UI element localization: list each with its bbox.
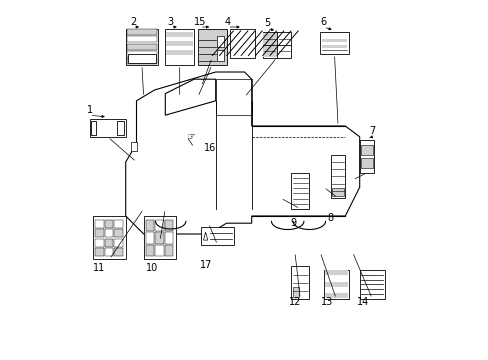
Bar <box>91 121 96 135</box>
Bar <box>104 229 113 238</box>
Text: 9: 9 <box>289 218 296 228</box>
Text: 8: 8 <box>327 213 333 223</box>
Bar <box>126 44 157 50</box>
Bar <box>291 173 309 209</box>
Text: 4: 4 <box>224 17 230 27</box>
Bar <box>155 245 163 256</box>
Bar <box>263 45 276 57</box>
Bar <box>164 220 173 231</box>
Bar <box>164 245 173 256</box>
Bar <box>145 220 154 231</box>
Bar <box>291 266 309 299</box>
Bar <box>324 288 347 293</box>
Text: 12: 12 <box>288 297 301 307</box>
Bar <box>292 287 299 297</box>
Text: 3: 3 <box>167 17 173 27</box>
Bar <box>263 33 276 45</box>
Bar <box>217 36 224 47</box>
Text: 16: 16 <box>204 143 216 153</box>
Bar <box>321 39 346 42</box>
Bar <box>114 220 122 228</box>
Bar <box>95 229 103 238</box>
Text: 14: 14 <box>356 297 368 307</box>
Bar <box>104 239 113 247</box>
Text: 10: 10 <box>145 263 158 273</box>
Bar <box>164 232 173 244</box>
Bar <box>126 51 157 57</box>
Bar <box>277 45 290 57</box>
Bar <box>114 239 122 247</box>
Bar <box>145 245 154 256</box>
Text: 15: 15 <box>193 17 205 27</box>
Bar <box>197 29 226 65</box>
Bar <box>262 32 291 58</box>
Text: 1: 1 <box>86 105 93 115</box>
Bar <box>166 50 193 55</box>
Bar <box>126 29 157 35</box>
Bar <box>330 155 345 198</box>
Bar <box>332 188 343 196</box>
Bar <box>359 140 373 173</box>
Bar <box>117 121 123 135</box>
Text: 7: 7 <box>368 126 375 136</box>
Bar <box>131 142 136 151</box>
FancyBboxPatch shape <box>89 119 125 137</box>
Text: 5: 5 <box>263 18 269 28</box>
Bar <box>324 293 347 298</box>
Bar <box>277 33 290 45</box>
Bar <box>104 220 113 228</box>
Bar <box>321 45 346 48</box>
Bar <box>324 270 347 275</box>
Text: 6: 6 <box>320 17 326 27</box>
Bar <box>155 232 163 244</box>
Bar <box>324 282 347 287</box>
Bar <box>143 216 176 259</box>
Bar <box>166 32 193 37</box>
Bar <box>323 270 348 299</box>
Text: 11: 11 <box>92 263 104 273</box>
Bar <box>114 248 122 256</box>
Bar <box>125 29 158 65</box>
Text: 13: 13 <box>321 297 333 307</box>
Bar <box>95 239 103 247</box>
Bar <box>361 145 372 155</box>
Bar <box>324 276 347 281</box>
Bar <box>114 229 122 238</box>
Bar <box>95 248 103 256</box>
Bar <box>93 216 125 259</box>
Bar <box>104 248 113 256</box>
Bar <box>155 220 163 231</box>
Bar <box>126 58 157 64</box>
Polygon shape <box>203 232 207 240</box>
Bar <box>320 32 348 54</box>
Bar <box>165 29 194 65</box>
Bar <box>145 232 154 244</box>
Text: 2: 2 <box>129 17 136 27</box>
Text: ☞: ☞ <box>185 132 194 142</box>
Bar <box>201 227 233 245</box>
Bar <box>95 220 103 228</box>
Bar <box>217 50 224 61</box>
Bar <box>359 270 384 299</box>
Bar <box>361 158 372 168</box>
Bar <box>166 41 193 46</box>
Bar <box>126 36 157 42</box>
Text: 17: 17 <box>200 260 212 270</box>
Bar <box>127 54 156 63</box>
Bar <box>230 29 255 58</box>
